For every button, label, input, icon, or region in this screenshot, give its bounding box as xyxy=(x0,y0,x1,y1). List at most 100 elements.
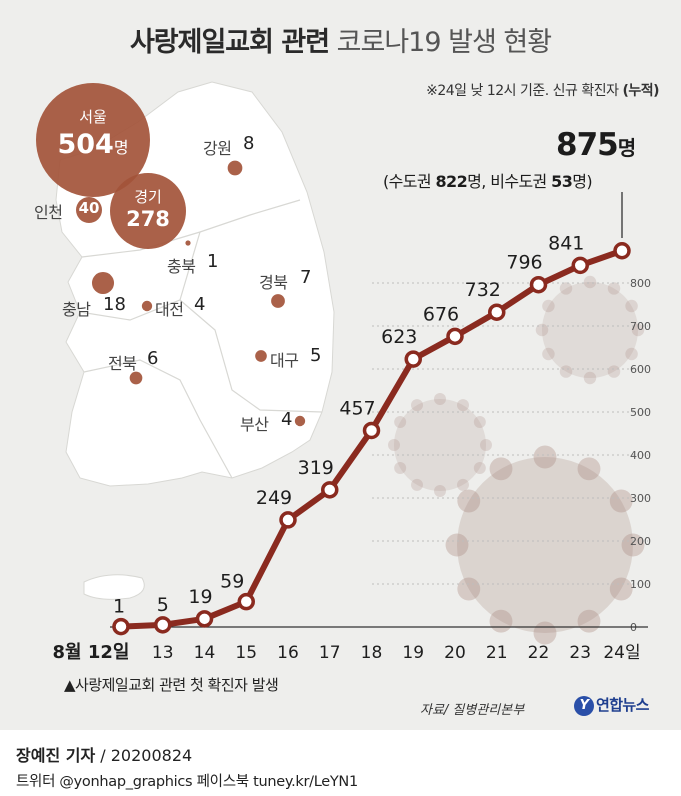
virus-body xyxy=(394,399,486,491)
y-tick-label: 400 xyxy=(630,449,651,462)
virus-spike xyxy=(559,282,573,295)
jeonbuk-count: 6 xyxy=(147,348,159,369)
title-bold: 사랑제일교회 관련 xyxy=(129,27,330,58)
nonmetro-value: 53 xyxy=(551,172,573,191)
virus-spike xyxy=(457,399,469,412)
bubble-busan xyxy=(294,415,306,427)
data-label: 59 xyxy=(220,571,244,593)
data-point xyxy=(362,421,381,440)
virus-spike xyxy=(607,282,621,295)
bubble-jeonbuk xyxy=(129,371,143,385)
virus-spike xyxy=(533,445,557,469)
total-count: 875명 xyxy=(556,127,636,163)
chungbuk-name: 충북 xyxy=(167,257,196,276)
data-point xyxy=(571,256,589,275)
virus-spike xyxy=(607,365,621,378)
yonhap-logo-text: 연합뉴스 xyxy=(596,696,649,714)
virus-spike xyxy=(535,323,549,337)
border-south xyxy=(83,359,233,479)
note-prefix: ※24일 낮 12시 기준. 신규 확진자 xyxy=(426,83,623,99)
virus-spike xyxy=(609,489,633,513)
border-east xyxy=(179,231,201,301)
first-case-note: ▲사랑제일교회 관련 첫 확진자 발생 xyxy=(64,676,279,694)
seoul-label: 서울 504명 xyxy=(42,106,144,160)
data-point xyxy=(279,511,297,529)
data-point xyxy=(488,303,506,321)
x-tick-label: 13 xyxy=(152,643,174,663)
virus-spike xyxy=(480,439,492,451)
chungnam-count: 18 xyxy=(103,294,126,315)
border-mid xyxy=(79,299,323,413)
chart-layer: 0100200300400500600700800 15195924931945… xyxy=(36,83,651,663)
busan-name: 부산 xyxy=(240,415,269,434)
region-breakdown: (수도권 822명, 비수도권 53명) xyxy=(383,168,593,192)
virus-spike xyxy=(434,485,446,497)
x-tick-label: 17 xyxy=(319,643,341,663)
page-title: 사랑제일교회 관련 코로나19 발생 현황 xyxy=(0,20,681,59)
jeju-island xyxy=(83,574,145,600)
daegu-name: 대구 xyxy=(270,351,299,370)
virus-spike xyxy=(411,478,423,491)
y-tick-label: 700 xyxy=(630,320,651,333)
metro-value: 822 xyxy=(435,172,468,191)
gyeongbuk-count: 7 xyxy=(300,267,312,288)
virus-spike xyxy=(533,621,557,645)
yonhap-logo-icon: Y xyxy=(574,695,594,716)
virus-spike xyxy=(542,347,555,361)
y-tick-label: 200 xyxy=(630,535,651,548)
y-tick-label: 100 xyxy=(630,578,651,591)
virus-spike xyxy=(394,462,407,474)
x-tick-label: 16 xyxy=(277,643,299,663)
gyeongbuk-name: 경북 xyxy=(259,273,288,292)
breakdown-mid: 명, 비수도권 xyxy=(467,172,552,191)
virus-spike xyxy=(621,533,645,557)
y-tick-label: 600 xyxy=(630,363,651,376)
virus-spike xyxy=(577,457,601,481)
data-label: 676 xyxy=(423,303,459,325)
daejeon-count: 4 xyxy=(194,294,206,315)
gyeonggi-label: 경기 278 xyxy=(112,186,184,231)
virus-spike xyxy=(457,577,481,601)
virus-spike xyxy=(625,347,638,361)
basis-note: ※24일 낮 12시 기준. 신규 확진자 (누적) xyxy=(426,80,659,100)
daegu-count: 5 xyxy=(310,345,322,366)
gangwon-name: 강원 xyxy=(203,139,232,158)
x-tick-label: 23 xyxy=(569,643,591,663)
virus-spike xyxy=(434,393,446,405)
seoul-count: 504 xyxy=(57,129,114,160)
data-point xyxy=(529,275,548,294)
virus-spike xyxy=(473,416,486,428)
virus-spike xyxy=(457,478,469,491)
virus-body xyxy=(457,457,633,633)
x-tick-label: 18 xyxy=(361,643,383,663)
chart-grid: 0100200300400500600700800 xyxy=(110,192,651,634)
x-tick-label: 22 xyxy=(528,643,550,663)
bubble-seoul xyxy=(36,83,150,197)
bubble-gangwon xyxy=(227,160,243,176)
virus-spike xyxy=(577,609,601,633)
data-label: 841 xyxy=(548,232,584,254)
data-point xyxy=(446,327,464,346)
data-point xyxy=(154,616,172,634)
x-tick-label: 21 xyxy=(486,643,508,663)
data-point xyxy=(112,617,130,636)
yonhap-logo: Y 연합뉴스 xyxy=(574,694,649,716)
virus-spike xyxy=(625,299,638,313)
gyeonggi-count: 278 xyxy=(126,207,170,231)
x-tick-label: 24일 xyxy=(603,643,640,663)
data-label: 623 xyxy=(381,326,417,348)
reporter-date: / 20200824 xyxy=(95,746,193,765)
x-tick-label: 19 xyxy=(402,643,424,663)
daejeon-name: 대전 xyxy=(155,300,184,319)
y-tick-label: 800 xyxy=(630,277,651,290)
data-label: 19 xyxy=(188,586,212,608)
province-borders xyxy=(79,199,323,479)
breakdown-close: 명) xyxy=(572,172,593,191)
data-point xyxy=(404,350,422,368)
jeonbuk-name: 전북 xyxy=(108,354,137,373)
total-value: 875 xyxy=(556,127,619,163)
virus-spike xyxy=(388,439,400,451)
data-point xyxy=(613,242,631,260)
